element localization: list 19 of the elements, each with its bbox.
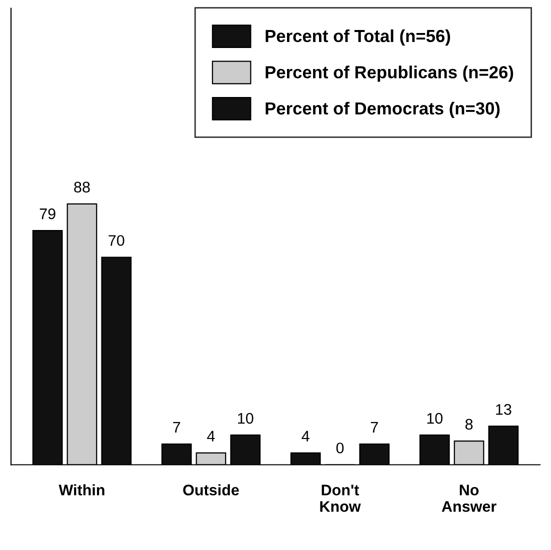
x-tick-label: No Answer — [442, 484, 496, 512]
data-label: 7 — [370, 422, 378, 432]
x-tick-label: Within — [58, 484, 104, 496]
x-tick-label: Outside — [183, 484, 239, 496]
data-label: 4 — [302, 430, 310, 442]
data-label: 10 — [238, 412, 254, 424]
data-label: 10 — [427, 412, 443, 424]
data-label: 70 — [108, 235, 124, 246]
x-tick-label: Don't Know — [320, 484, 361, 512]
data-label: 13 — [496, 404, 512, 415]
data-label: 4 — [207, 430, 215, 442]
data-label: 88 — [74, 182, 90, 193]
data-label: 0 — [336, 442, 344, 454]
data-label: 79 — [40, 208, 56, 220]
data-label: 7 — [173, 422, 180, 432]
legend-label: Percent of Republicans (n=26) — [266, 66, 514, 82]
data-label: 8 — [465, 418, 473, 430]
legend-label: Percent of Total (n=56) — [266, 29, 450, 46]
legend-label: Percent of Democrats (n=30) — [266, 102, 500, 118]
